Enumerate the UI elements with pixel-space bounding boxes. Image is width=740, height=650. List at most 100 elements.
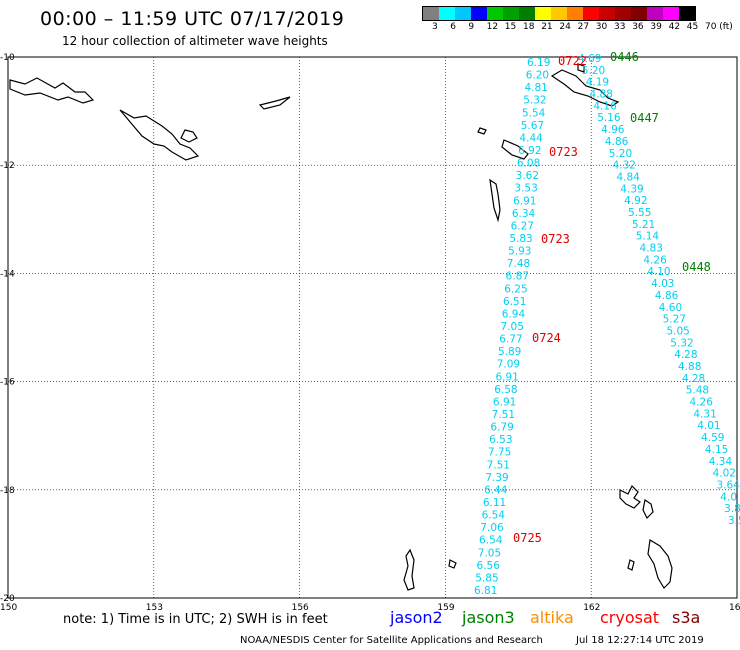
coastline-vanuatu-a <box>619 484 641 509</box>
track-time-label: 0448 <box>682 260 711 274</box>
swh-value: 5.55 <box>628 207 651 219</box>
swh-value: 4.03 <box>651 278 674 290</box>
swh-value: 7.51 <box>492 409 515 421</box>
swh-value: 4.32 <box>613 160 636 172</box>
color-scale-label: 3 <box>432 22 438 32</box>
satellite-s3a: s3a <box>672 608 701 627</box>
swh-value: 4.10 <box>647 266 670 278</box>
track-time-labels: 0722 0723 0723 0724 0725 0446 0447 0448 <box>513 50 711 545</box>
color-scale-label: 15 <box>504 22 517 32</box>
color-scale-label: 39 <box>650 22 662 32</box>
latitude-label: -14 <box>0 269 15 279</box>
swh-value: 7.75 <box>488 447 511 459</box>
swh-value: 5.32 <box>670 337 693 349</box>
map-title: 00:00 – 11:59 UTC 07/17/2019 <box>40 8 345 30</box>
swh-value: 5.21 <box>632 219 655 231</box>
swh-value: 7.39 <box>485 472 508 484</box>
swh-value: 4.86 <box>605 136 629 148</box>
longitude-label: 162 <box>583 603 600 613</box>
swh-value: 5.16 <box>597 112 621 124</box>
swh-value: 6.91 <box>513 195 536 207</box>
swh-value: 6.25 <box>504 283 527 295</box>
color-swatch <box>663 7 679 20</box>
color-swatch <box>599 7 615 20</box>
color-swatch <box>535 7 551 20</box>
color-scale-label: 9 <box>468 22 475 32</box>
latitude-labels: -10 -12 -14 -16 -18 -20 <box>0 53 15 604</box>
satellite-altika: altika <box>530 608 574 627</box>
swh-value: 4.84 <box>616 171 640 183</box>
swh-value: 5.27 <box>663 314 686 326</box>
color-swatch <box>647 7 663 20</box>
swh-value: 4.88 <box>678 361 701 373</box>
swh-value: 4.02 <box>713 468 736 480</box>
swh-value: 7.06 <box>480 522 504 534</box>
color-swatch <box>503 7 519 20</box>
color-scale-label: 33 <box>614 22 626 32</box>
coastline-rossel <box>180 129 198 143</box>
swh-value: 4.28 <box>674 349 697 361</box>
color-swatch <box>519 7 535 20</box>
swh-value: 6.77 <box>499 334 522 346</box>
longitude-label: 150 <box>0 603 17 613</box>
swh-value: 4.26 <box>643 254 667 266</box>
swh-value: 4.88 <box>590 89 613 101</box>
track-east: 4.695.204.194.884.165.164.964.865.204.32… <box>578 53 740 527</box>
coastline-makira <box>550 69 620 107</box>
color-swatch <box>583 7 599 20</box>
longitude-label: 156 <box>292 603 309 613</box>
coastline-newcal-n <box>403 548 415 591</box>
track-time-label: 0723 <box>549 145 578 159</box>
satellite-jason3: jason3 <box>462 608 515 627</box>
color-swatch <box>423 7 439 20</box>
swh-value: 4.19 <box>586 77 609 89</box>
track-time-label: 0447 <box>630 111 659 125</box>
track-time-label: 0722 <box>558 54 587 68</box>
track-time-label: 0725 <box>513 531 542 545</box>
coastline-island-a <box>258 96 291 110</box>
color-swatch <box>567 7 583 20</box>
coastline-rennell <box>477 127 487 135</box>
swh-value: 7.05 <box>501 321 524 333</box>
units-note: note: 1) Time is in UTC; 2) SWH is in fe… <box>63 612 328 627</box>
color-scale-label: (ft) <box>719 22 733 32</box>
color-swatch <box>487 7 503 20</box>
swh-value: 6.91 <box>493 396 516 408</box>
footer-credit: NOAA/NESDIS Center for Satellite Applica… <box>240 635 543 646</box>
coastline-reef-e <box>577 63 585 73</box>
longitude-label: 159 <box>437 603 454 613</box>
color-swatch <box>551 7 567 20</box>
swh-value: 4.01 <box>697 420 720 432</box>
latitude-label: -20 <box>0 594 15 604</box>
swh-value: 6.11 <box>483 497 506 509</box>
swh-value: 4.60 <box>659 302 682 314</box>
longitude-label: 165 <box>729 603 740 613</box>
swh-value: 4.96 <box>601 124 625 136</box>
coastline-vanuatu-b <box>642 499 654 520</box>
swh-value: 7.05 <box>478 547 501 559</box>
swh-value: 6.34 <box>512 208 536 220</box>
track-time-label: 0724 <box>532 331 561 345</box>
color-scale-label: 12 <box>486 22 499 32</box>
swh-value: 3.53 <box>514 183 537 195</box>
longitude-label: 153 <box>146 603 163 613</box>
swh-value: 6.81 <box>474 585 497 597</box>
color-scale-label: 42 <box>668 22 681 32</box>
map-subtitle: 12 hour collection of altimeter wave hei… <box>62 34 328 48</box>
color-swatch <box>615 7 631 20</box>
swh-value: 4.15 <box>705 444 728 456</box>
color-scale-label: 6 <box>450 22 456 32</box>
color-swatch <box>439 7 455 20</box>
swh-value: 6.54 <box>479 535 503 547</box>
track-west: 6.196.204.815.325.545.674.446.926.083.62… <box>474 57 550 597</box>
map-frame <box>7 56 738 599</box>
color-scale-label: 30 <box>595 22 608 32</box>
swh-value: 5.83 <box>509 233 532 245</box>
satellite-jason2: jason2 <box>390 608 443 627</box>
swh-value: 4.34 <box>709 456 733 468</box>
track-time-label: 0446 <box>610 50 639 64</box>
color-swatch <box>679 7 695 20</box>
swh-value: 6.87 <box>506 271 529 283</box>
swh-value: 6.54 <box>482 510 506 522</box>
